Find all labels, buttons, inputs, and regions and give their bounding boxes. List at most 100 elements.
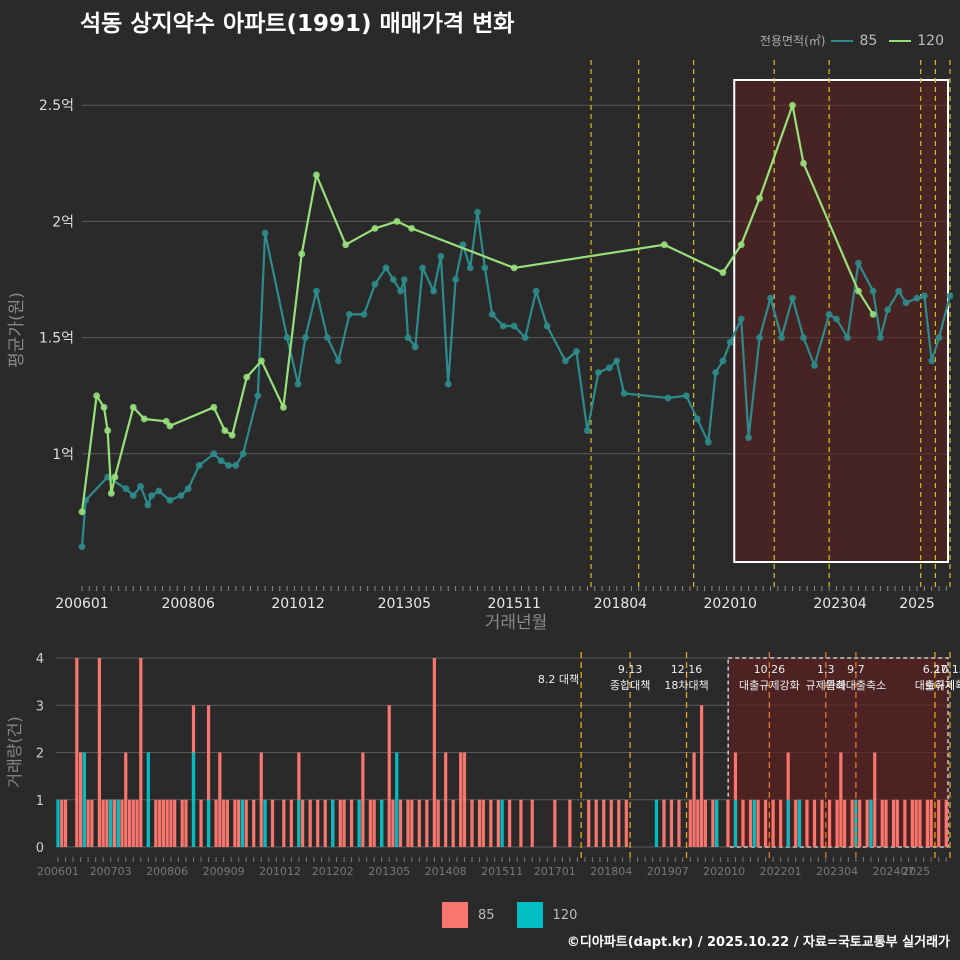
data-point-85 bbox=[210, 450, 218, 458]
bar-85 bbox=[342, 799, 346, 847]
policy-annotation-label: 6.27 bbox=[923, 663, 948, 676]
bar-85 bbox=[444, 752, 448, 847]
bar-120 bbox=[797, 799, 802, 847]
bar-85 bbox=[425, 799, 429, 847]
bar-85 bbox=[937, 799, 941, 847]
bar-85 bbox=[131, 799, 135, 847]
data-point-120 bbox=[789, 101, 796, 109]
y-axis-label: 평균가(원) bbox=[7, 292, 27, 368]
bar-85 bbox=[233, 799, 237, 847]
bar-85 bbox=[508, 799, 512, 847]
policy-annotation-label: 1.3 bbox=[817, 663, 835, 676]
y-tick-label: 1억 bbox=[52, 447, 74, 463]
bar-85 bbox=[387, 705, 391, 847]
footer-credit: ©디아파트(dapt.kr) / 2025.10.22 / 자료=국토교통부 실… bbox=[566, 935, 950, 950]
bar-85 bbox=[349, 799, 354, 847]
bar-85 bbox=[120, 799, 124, 847]
bar-85 bbox=[794, 799, 798, 847]
bar-y-tick-label: 0 bbox=[36, 841, 44, 856]
policy-annotation-label: 9.13 bbox=[618, 663, 643, 676]
bar-120 bbox=[240, 799, 245, 847]
bar-y-tick-label: 4 bbox=[36, 652, 44, 667]
bar-85 bbox=[699, 705, 704, 847]
bar-x-tick-label: 201804 bbox=[590, 865, 632, 878]
bar-85 bbox=[880, 799, 884, 847]
data-point-85 bbox=[704, 438, 712, 446]
bar-85 bbox=[301, 799, 305, 847]
data-point-85 bbox=[573, 348, 580, 355]
y-tick-label: 1.5억 bbox=[39, 331, 74, 347]
bar-120 bbox=[786, 799, 790, 847]
bar-85 bbox=[316, 799, 320, 847]
bar-x-tick-label: 201012 bbox=[259, 865, 301, 878]
data-point-85 bbox=[595, 369, 602, 376]
bar-legend: 85 120 bbox=[442, 902, 577, 928]
bar-x-tick-label: 201511 bbox=[481, 865, 523, 878]
data-point-85 bbox=[800, 334, 807, 342]
bar-120 bbox=[191, 752, 196, 847]
data-point-85 bbox=[499, 322, 507, 330]
bar-legend-label-120: 120 bbox=[552, 907, 578, 923]
data-point-85 bbox=[902, 299, 910, 307]
bar-85 bbox=[252, 799, 256, 847]
data-point-85 bbox=[419, 264, 427, 272]
bar-85 bbox=[158, 799, 162, 847]
bar-120 bbox=[109, 799, 113, 847]
data-point-85 bbox=[177, 492, 185, 500]
bar-x-tick-label: 202407 bbox=[873, 865, 915, 878]
bar-85 bbox=[436, 799, 440, 847]
bar-85 bbox=[470, 799, 474, 847]
data-point-120 bbox=[107, 489, 115, 497]
data-point-85 bbox=[869, 287, 877, 295]
bar-85 bbox=[338, 799, 342, 847]
x-axis-label: 거래년월 bbox=[485, 613, 548, 633]
bar-y-axis-label: 거래량(건) bbox=[5, 716, 24, 787]
data-point-85 bbox=[466, 264, 474, 272]
data-point-85 bbox=[184, 485, 192, 493]
data-point-85 bbox=[756, 334, 763, 342]
bar-120 bbox=[500, 799, 504, 847]
bar-85 bbox=[617, 799, 621, 847]
bar-85 bbox=[711, 799, 715, 847]
bar-85 bbox=[609, 799, 613, 847]
data-point-85 bbox=[430, 287, 437, 295]
data-point-85 bbox=[312, 287, 320, 295]
bar-85 bbox=[459, 752, 463, 847]
data-point-85 bbox=[521, 334, 529, 342]
legend-line-85-icon bbox=[831, 39, 854, 42]
data-point-85 bbox=[302, 334, 309, 342]
data-point-85 bbox=[935, 334, 943, 342]
bar-85 bbox=[218, 752, 222, 847]
bar-85 bbox=[225, 799, 229, 847]
bar-85 bbox=[624, 799, 628, 847]
bar-85 bbox=[451, 799, 455, 847]
bar-85 bbox=[763, 799, 768, 847]
bar-85 bbox=[726, 799, 730, 847]
data-point-85 bbox=[543, 322, 551, 330]
data-point-120 bbox=[660, 241, 668, 249]
bar-85 bbox=[891, 799, 896, 847]
data-point-120 bbox=[111, 473, 119, 481]
data-point-85 bbox=[122, 485, 130, 493]
data-point-120 bbox=[93, 392, 101, 400]
bar-85 bbox=[180, 799, 184, 847]
bar-85 bbox=[270, 799, 275, 847]
x-tick-label: 202010 bbox=[704, 596, 757, 612]
policy-annotation-label: 9.7 bbox=[847, 663, 865, 676]
bar-120 bbox=[715, 799, 719, 847]
bar-85 bbox=[914, 799, 918, 847]
bar-120 bbox=[654, 799, 659, 847]
bar-85 bbox=[519, 799, 523, 847]
bar-85 bbox=[63, 799, 68, 847]
data-point-85 bbox=[137, 482, 144, 490]
legend-title: 전용면적(㎡) bbox=[759, 34, 826, 48]
data-point-120 bbox=[719, 269, 727, 276]
data-point-85 bbox=[510, 322, 518, 330]
bar-120 bbox=[331, 799, 335, 847]
bar-85 bbox=[944, 799, 948, 847]
policy-annotation-label: 12.16 bbox=[671, 663, 703, 676]
data-point-85 bbox=[382, 264, 390, 272]
data-point-85 bbox=[946, 292, 954, 300]
data-point-120 bbox=[869, 310, 877, 318]
data-point-120 bbox=[737, 241, 745, 249]
